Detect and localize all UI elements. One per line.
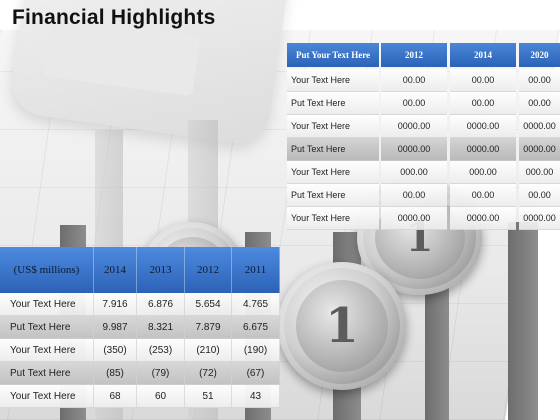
table-header-cell: 2014	[94, 247, 137, 293]
table-row: Put Text Here 00.00 00.00 00.00	[287, 92, 560, 115]
table-row: Put Text Here 00.00 00.00 00.00	[287, 184, 560, 207]
row-label: Your Text Here	[287, 207, 379, 230]
table-row: Put Text Here 0000.00 0000.00 0000.00	[287, 138, 560, 161]
coin-image: 1	[278, 262, 406, 390]
table-row: Your Text Here 7.916 6.876 5.654 4.765	[0, 293, 280, 316]
table-cell: 00.00	[381, 184, 447, 207]
table-cell: 000.00	[450, 161, 516, 184]
table-header-cell: 2012	[381, 43, 447, 67]
table-header-row: Put Your Text Here 2012 2014 2020	[287, 43, 560, 67]
table-cell: (72)	[185, 362, 232, 385]
table-cell: 000.00	[519, 161, 560, 184]
table-cell: 0000.00	[519, 138, 560, 161]
table-cell: 6.675	[232, 316, 280, 339]
table-cell: 0000.00	[519, 115, 560, 138]
table-cell: (253)	[137, 339, 185, 362]
table-header-row: (US$ millions) 2014 2013 2012 2011	[0, 247, 280, 293]
table-cell: 0000.00	[450, 115, 516, 138]
table-cell: 9.987	[94, 316, 137, 339]
coin-face: 1	[295, 279, 389, 373]
table-cell: 60	[137, 385, 185, 408]
table-row: Put Text Here 9.987 8.321 7.879 6.675	[0, 316, 280, 339]
table-cell: 00.00	[381, 69, 447, 92]
table-cell: 00.00	[450, 69, 516, 92]
table-cell: 00.00	[519, 184, 560, 207]
table-cell: 0000.00	[450, 207, 516, 230]
table-cell: (67)	[232, 362, 280, 385]
row-label: Your Text Here	[0, 339, 94, 362]
table-cell: 00.00	[519, 69, 560, 92]
table-cell: 00.00	[381, 92, 447, 115]
row-label: Put Text Here	[287, 138, 379, 161]
row-label: Put Text Here	[0, 316, 94, 339]
row-label: Put Text Here	[287, 184, 379, 207]
page-title: Financial Highlights	[12, 6, 216, 29]
table-cell: 0000.00	[381, 115, 447, 138]
table-row: Your Text Here 00.00 00.00 00.00	[287, 69, 560, 92]
table-cell: 00.00	[450, 92, 516, 115]
table-cell: 0000.00	[381, 138, 447, 161]
row-label: Put Text Here	[287, 92, 379, 115]
bottom-left-table: (US$ millions) 2014 2013 2012 2011 Your …	[0, 247, 280, 408]
table-row: Put Text Here (85) (79) (72) (67)	[0, 362, 280, 385]
top-right-table: Put Your Text Here 2012 2014 2020 Your T…	[287, 43, 560, 230]
table-cell: 0000.00	[381, 207, 447, 230]
table-cell: (79)	[137, 362, 185, 385]
table-row: Your Text Here 0000.00 0000.00 0000.00	[287, 115, 560, 138]
background-bar	[508, 222, 538, 420]
table-cell: 00.00	[450, 184, 516, 207]
table-cell: 68	[94, 385, 137, 408]
row-label: Your Text Here	[287, 115, 379, 138]
table-row: Your Text Here 0000.00 0000.00 0000.00	[287, 207, 560, 230]
table-cell: (210)	[185, 339, 232, 362]
table-cell: 43	[232, 385, 280, 408]
table-cell: 0000.00	[450, 138, 516, 161]
row-label: Your Text Here	[0, 385, 94, 408]
row-label: Your Text Here	[0, 293, 94, 316]
table-cell: 8.321	[137, 316, 185, 339]
table-header-cell: 2011	[232, 247, 280, 293]
table-cell: (190)	[232, 339, 280, 362]
row-label: Put Text Here	[0, 362, 94, 385]
table-header-cell: (US$ millions)	[0, 247, 94, 293]
table-cell: 6.876	[137, 293, 185, 316]
table-row: Your Text Here 68 60 51 43	[0, 385, 280, 408]
table-cell: 7.879	[185, 316, 232, 339]
table-header-cell: 2013	[137, 247, 185, 293]
table-cell: 00.00	[519, 92, 560, 115]
table-header-cell: 2012	[185, 247, 232, 293]
table-header-cell: 2020	[519, 43, 560, 67]
table-cell: (350)	[94, 339, 137, 362]
table-header-cell: 2014	[450, 43, 516, 67]
table-cell: 4.765	[232, 293, 280, 316]
table-cell: 5.654	[185, 293, 232, 316]
table-cell: 000.00	[381, 161, 447, 184]
coin-numeral: 1	[325, 298, 359, 354]
table-cell: 7.916	[94, 293, 137, 316]
table-row: Your Text Here 000.00 000.00 000.00	[287, 161, 560, 184]
table-cell: 0000.00	[519, 207, 560, 230]
table-cell: 51	[185, 385, 232, 408]
table-row: Your Text Here (350) (253) (210) (190)	[0, 339, 280, 362]
table-header-cell: Put Your Text Here	[287, 43, 379, 67]
table-cell: (85)	[94, 362, 137, 385]
row-label: Your Text Here	[287, 161, 379, 184]
row-label: Your Text Here	[287, 69, 379, 92]
